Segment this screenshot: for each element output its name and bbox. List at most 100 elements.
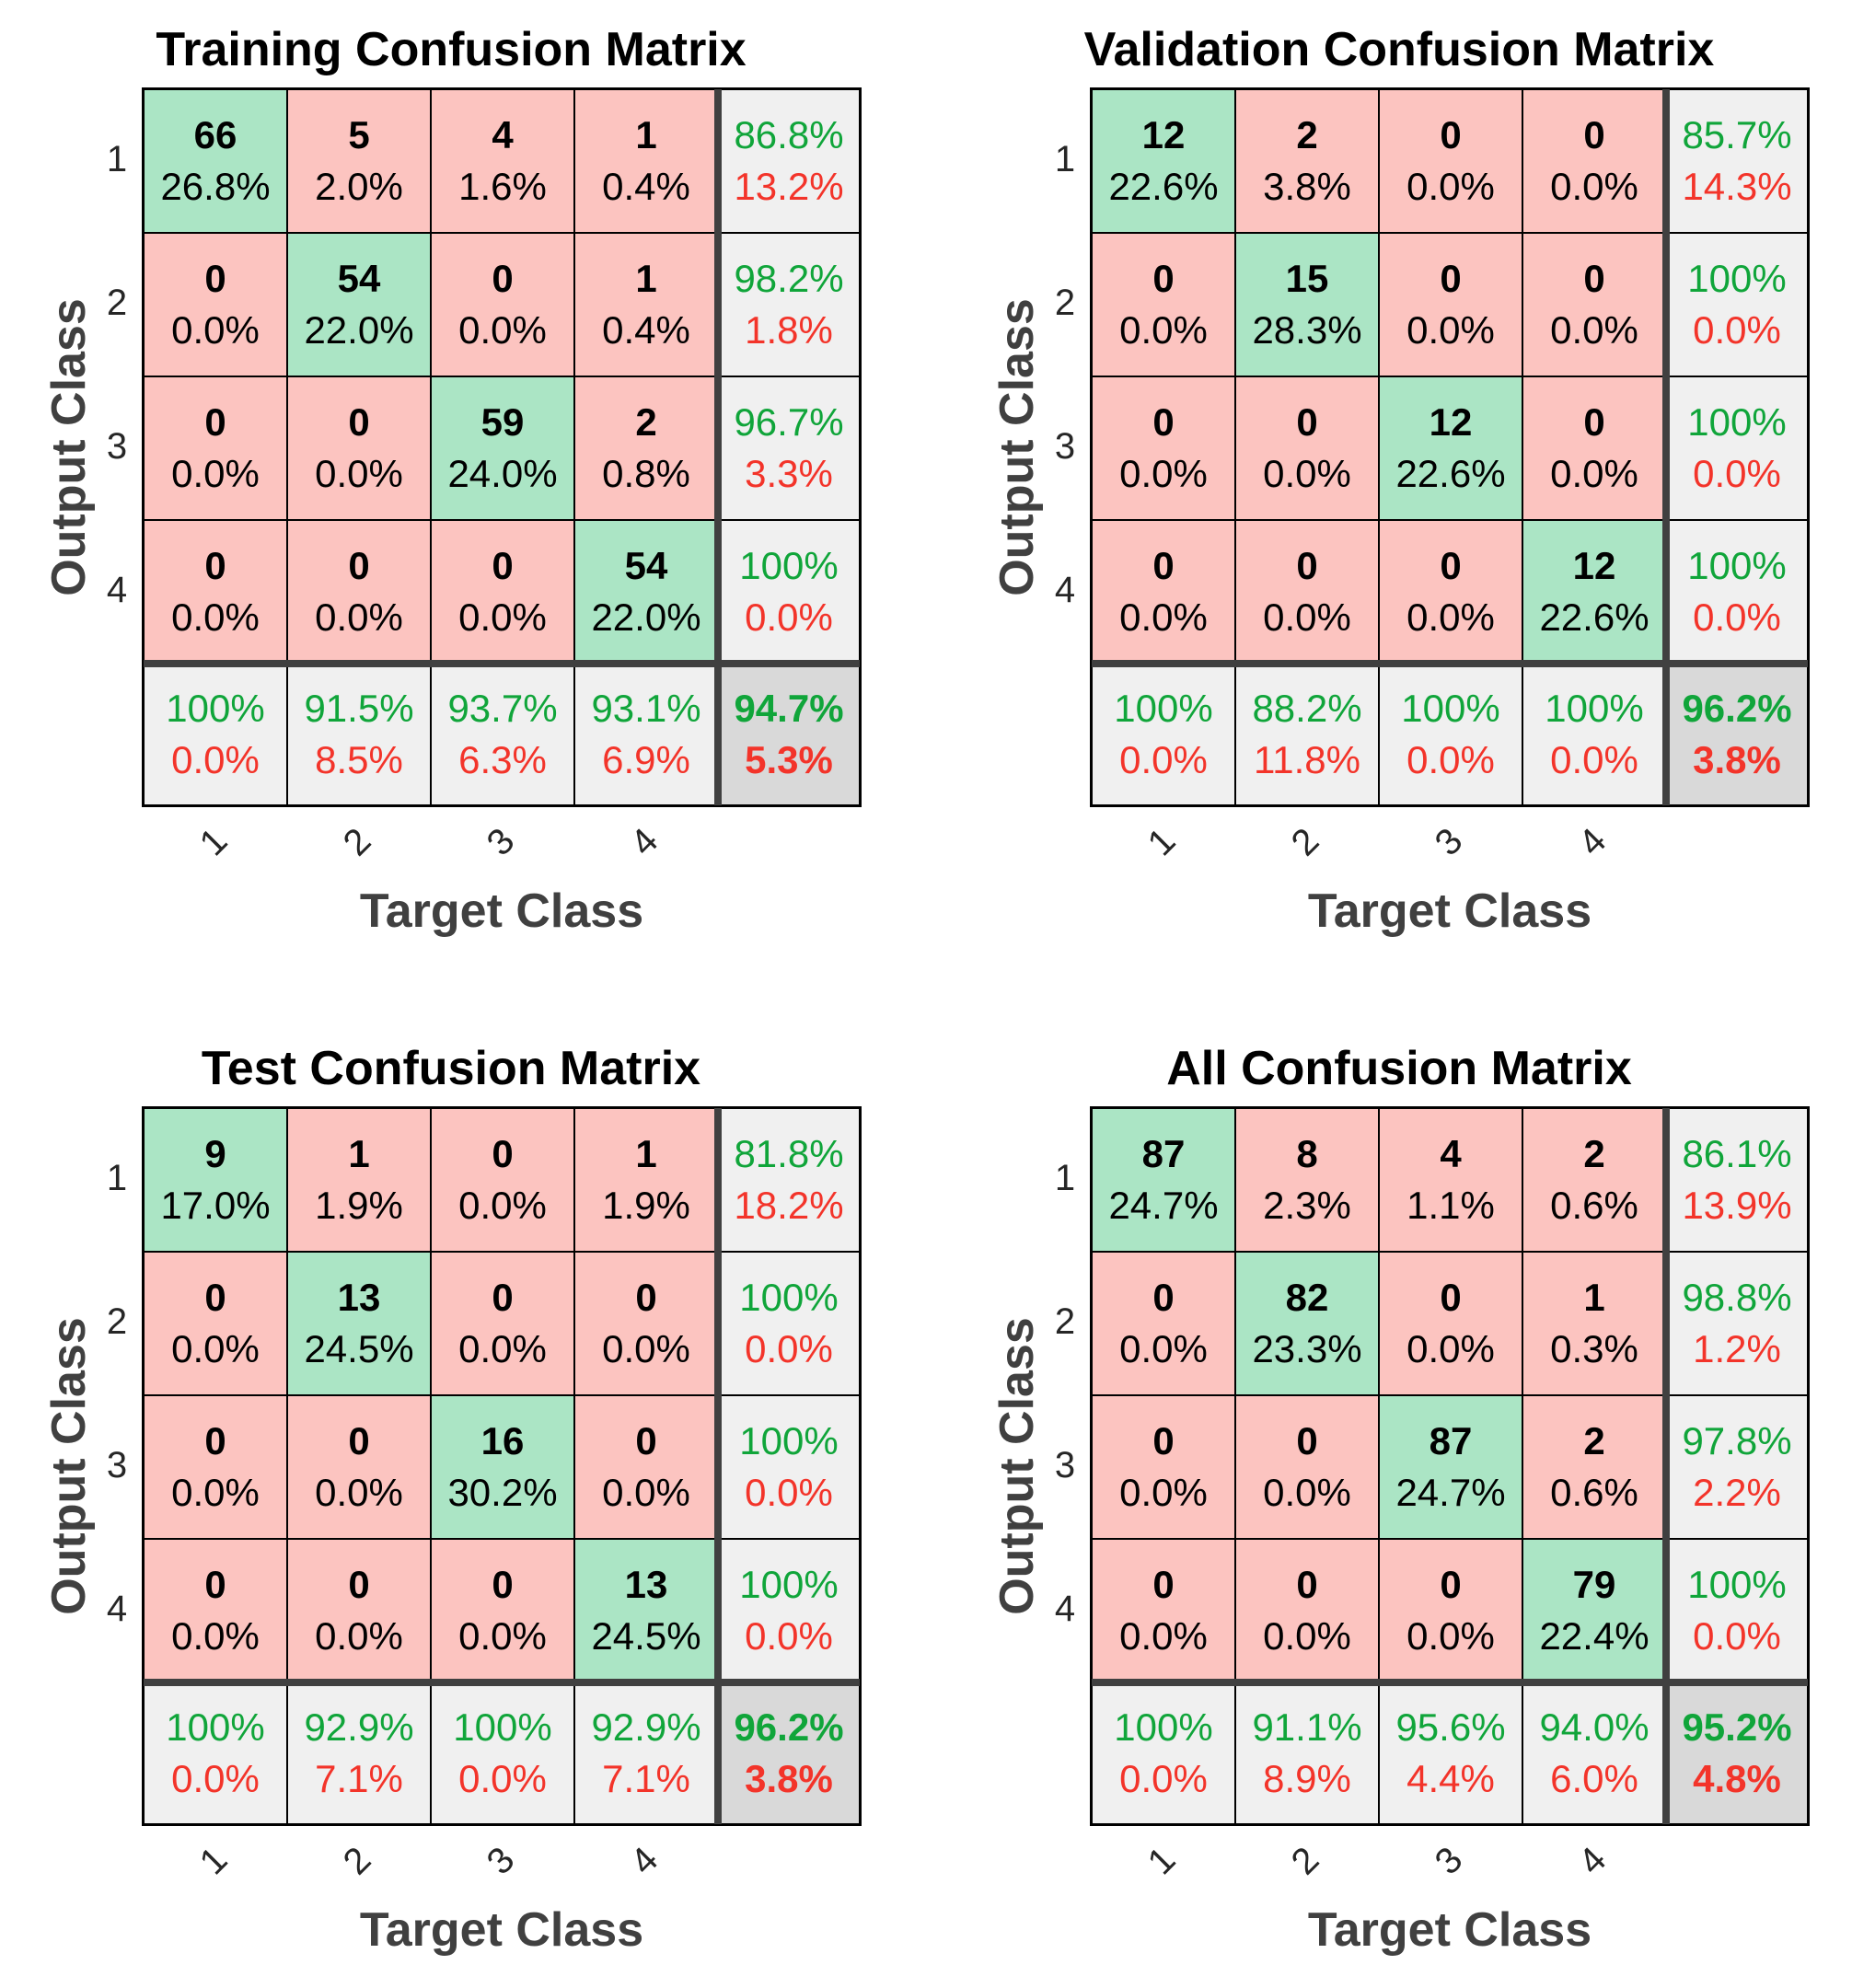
misclassified-cell: 1 0.4% <box>575 90 717 232</box>
y-tick-label: 3 <box>1054 426 1076 467</box>
misclassified-cell: 0 0.0% <box>1236 377 1378 519</box>
misclassified-cell: 0 0.0% <box>1093 1396 1234 1538</box>
cell-count: 0 <box>204 1563 226 1606</box>
miss-rate-value: 4.4% <box>1406 1757 1495 1800</box>
row-summary-cell: 100% 0.0% <box>1667 521 1807 663</box>
cell-count: 0 <box>204 400 226 444</box>
cell-count: 16 <box>480 1419 525 1462</box>
overall-accuracy-cell: 96.2% 3.8% <box>719 1683 859 1823</box>
cell-count: 4 <box>492 113 514 156</box>
recall-value: 100% <box>1401 687 1500 730</box>
miss-rate-value: 0.0% <box>171 1757 260 1800</box>
y-tick-label: 4 <box>1054 570 1076 610</box>
cell-count: 0 <box>1440 544 1462 587</box>
cell-percent: 0.0% <box>1263 1471 1351 1514</box>
cell-percent: 0.0% <box>171 452 260 495</box>
misclassified-cell: 5 2.0% <box>288 90 430 232</box>
precision-value: 86.8% <box>734 113 844 156</box>
cell-count: 59 <box>480 400 525 444</box>
cell-count: 0 <box>1152 1419 1175 1462</box>
false-discovery-value: 13.9% <box>1682 1184 1792 1227</box>
miss-rate-value: 0.0% <box>458 1757 547 1800</box>
cell-percent: 26.8% <box>160 165 271 208</box>
false-discovery-value: 18.2% <box>734 1184 844 1227</box>
cell-percent: 2.3% <box>1263 1184 1351 1227</box>
recall-value: 92.9% <box>304 1705 414 1749</box>
row-summary-cell: 100% 0.0% <box>719 521 859 663</box>
cell-percent: 0.8% <box>602 452 690 495</box>
cell-percent: 0.0% <box>315 452 403 495</box>
precision-value: 81.8% <box>734 1132 844 1175</box>
overall-accuracy-value: 95.2% <box>1682 1705 1792 1749</box>
misclassified-cell: 0 0.0% <box>145 521 286 663</box>
row-summary-cell: 100% 0.0% <box>719 1396 859 1538</box>
row-summary-cell: 86.8% 13.2% <box>719 90 859 232</box>
cell-percent: 0.4% <box>602 165 690 208</box>
x-axis-label: Target Class <box>1307 1903 1592 1957</box>
cell-count: 12 <box>1429 400 1473 444</box>
cell-count: 0 <box>492 257 514 300</box>
x-tick-label: 1 <box>191 1839 236 1883</box>
cell-count: 0 <box>348 400 370 444</box>
y-tick-label: 4 <box>106 1589 128 1629</box>
miss-rate-value: 0.0% <box>171 738 260 781</box>
cell-percent: 0.0% <box>1119 1471 1208 1514</box>
cell-percent: 30.2% <box>447 1471 558 1514</box>
cell-percent: 0.6% <box>1550 1184 1638 1227</box>
cell-percent: 24.0% <box>447 452 558 495</box>
cell-count: 13 <box>337 1276 381 1319</box>
cell-count: 0 <box>1152 257 1175 300</box>
cell-count: 2 <box>1296 113 1318 156</box>
column-summary-cell: 100% 0.0% <box>145 1683 286 1823</box>
cell-percent: 24.7% <box>1395 1471 1506 1514</box>
cell-percent: 0.0% <box>1119 1614 1208 1658</box>
y-tick-label: 4 <box>1054 1589 1076 1629</box>
misclassified-cell: 2 0.8% <box>575 377 717 519</box>
confusion-matrix-panel: Training Confusion Matrix 66 26.8% 5 2.0% 4 1.… <box>0 0 902 957</box>
miss-rate-value: 11.8% <box>1254 738 1360 781</box>
cell-percent: 0.4% <box>602 308 690 352</box>
cell-percent: 0.0% <box>1263 595 1351 639</box>
column-summary-cell: 91.1% 8.9% <box>1236 1683 1378 1823</box>
recall-value: 100% <box>1545 687 1644 730</box>
false-discovery-value: 0.0% <box>1693 452 1781 495</box>
confusion-matrix-panel: All Confusion Matrix 87 24.7% 8 2.3% 4 1.1% 2 0.… <box>948 1019 1850 1976</box>
cell-count: 0 <box>1440 113 1462 156</box>
overall-accuracy-cell: 95.2% 4.8% <box>1667 1683 1807 1823</box>
precision-value: 98.8% <box>1682 1276 1792 1319</box>
cell-count: 0 <box>635 1276 657 1319</box>
y-tick-label: 1 <box>1054 139 1076 179</box>
column-summary-cell: 100% 0.0% <box>1093 665 1234 804</box>
recall-value: 93.7% <box>447 687 558 730</box>
cell-percent: 24.5% <box>591 1614 701 1658</box>
correct-cell: 82 23.3% <box>1236 1253 1378 1394</box>
false-discovery-value: 13.2% <box>734 165 844 208</box>
misclassified-cell: 0 0.0% <box>432 234 573 376</box>
cell-count: 0 <box>1152 544 1175 587</box>
false-discovery-value: 0.0% <box>745 1614 833 1658</box>
cell-count: 0 <box>348 544 370 587</box>
overall-accuracy-cell: 96.2% 3.8% <box>1667 665 1807 804</box>
misclassified-cell: 0 0.0% <box>288 1396 430 1538</box>
cell-percent: 22.0% <box>304 308 414 352</box>
y-tick-label: 1 <box>106 1158 128 1198</box>
cell-percent: 2.0% <box>315 165 403 208</box>
confusion-matrix-panel: Test Confusion Matrix 9 17.0% 1 1.9% 0 0.0% 1 1.… <box>0 1019 902 1976</box>
column-summary-cell: 95.6% 4.4% <box>1380 1683 1522 1823</box>
cell-percent: 3.8% <box>1263 165 1351 208</box>
misclassified-cell: 0 0.0% <box>145 1540 286 1682</box>
row-summary-cell: 98.2% 1.8% <box>719 234 859 376</box>
cell-count: 1 <box>348 1132 370 1175</box>
misclassified-cell: 1 0.3% <box>1523 1253 1665 1394</box>
cell-percent: 0.3% <box>1550 1327 1638 1370</box>
cell-percent: 0.0% <box>458 1184 547 1227</box>
overall-accuracy-cell: 94.7% 5.3% <box>719 665 859 804</box>
cell-count: 1 <box>635 1132 657 1175</box>
cell-percent: 0.0% <box>1406 1614 1495 1658</box>
column-summary-cell: 100% 0.0% <box>145 665 286 804</box>
overall-error-value: 3.8% <box>1693 738 1781 781</box>
row-summary-cell: 85.7% 14.3% <box>1667 90 1807 232</box>
cell-percent: 24.7% <box>1108 1184 1219 1227</box>
cell-percent: 17.0% <box>160 1184 271 1227</box>
misclassified-cell: 0 0.0% <box>1093 1253 1234 1394</box>
